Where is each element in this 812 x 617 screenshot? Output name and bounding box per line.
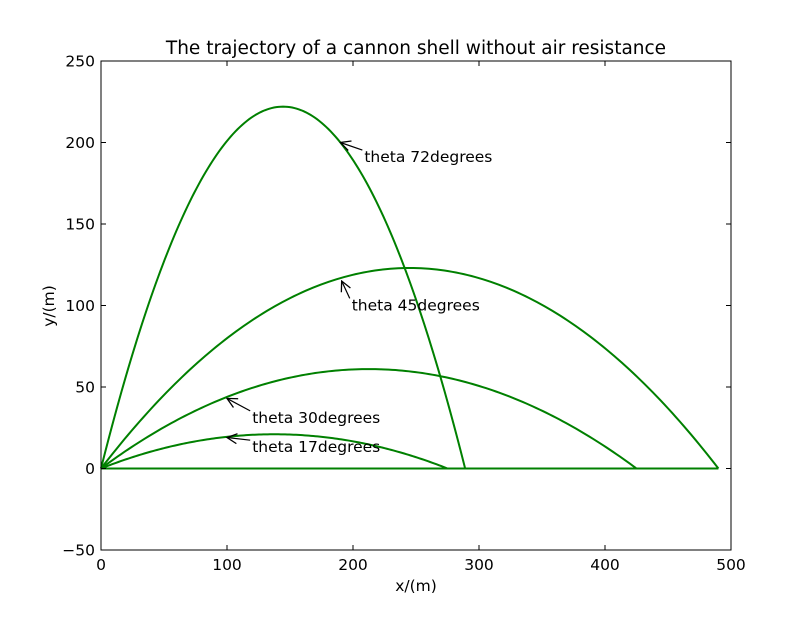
x-axis-label: x/(m) [395, 577, 437, 595]
y-tick-label: 100 [65, 297, 95, 315]
chart-title: The trajectory of a cannon shell without… [165, 38, 666, 59]
trajectory-line-45deg [100, 267, 720, 470]
y-tick-label: 150 [65, 216, 95, 234]
annotation-label: theta 45degrees [352, 296, 480, 314]
x-tick-label: 200 [338, 556, 368, 574]
annotation-arrow [227, 438, 251, 441]
annotation-arrow [340, 143, 363, 151]
y-tick-label: −50 [62, 542, 95, 560]
trajectory-line-30deg [100, 368, 638, 470]
trajectory-line-17deg [100, 433, 448, 470]
plot-area: 0 100 200 300 400 500−50050100150200250theta … [62, 53, 746, 575]
trajectory-line-72deg [100, 105, 467, 469]
x-tick-label: 300 [464, 556, 494, 574]
annotation-label: theta 17degrees [252, 438, 380, 456]
x-tick-label: 400 [590, 556, 620, 574]
y-tick-label: 0 [85, 460, 95, 478]
y-tick-label: 50 [75, 379, 95, 397]
annotation-arrow [342, 281, 350, 299]
x-tick-label: 100 [212, 556, 242, 574]
x-tick-label: 500 [716, 556, 746, 574]
annotation-arrow [227, 398, 251, 412]
annotation-label: theta 72degrees [364, 148, 492, 166]
annotation-label: theta 30degrees [252, 409, 380, 427]
y-tick-label: 200 [65, 134, 95, 152]
x-tick-label: 0 [96, 556, 106, 574]
y-axis-label: y/(m) [40, 285, 58, 327]
y-tick-label: 250 [65, 53, 95, 71]
